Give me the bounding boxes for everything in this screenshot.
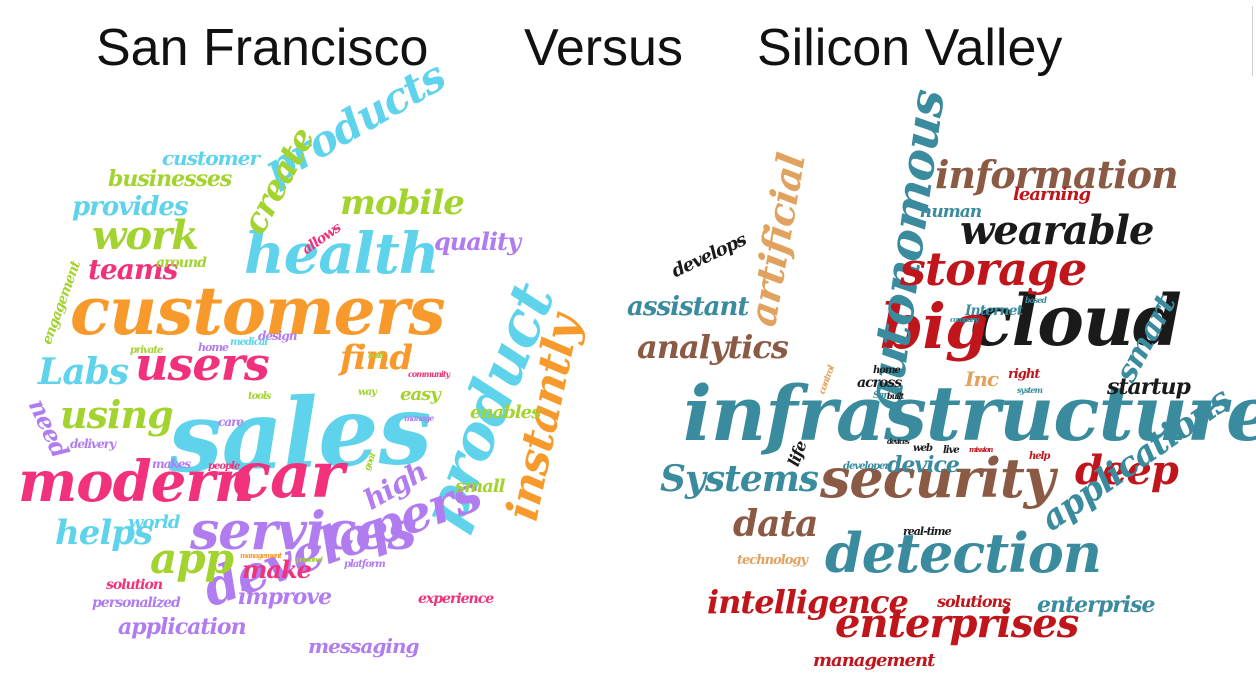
word-cloud: cloud [970,279,1182,362]
word-storage: storage [900,242,1087,296]
word-enterprise: enterprise [1037,592,1155,618]
word-deep: deep [1075,447,1179,494]
word-mission: mission [969,445,993,454]
word-cloud-san-francisco: sales customers car modern product servi… [0,51,620,687]
word-inc: Inc [965,367,999,391]
word-health: health [244,221,439,287]
word-messaging: messaging [308,634,419,658]
title-versus: Versus [524,19,683,77]
word-using: using [60,392,174,437]
word-management: management [813,650,935,671]
word-application: application [118,614,247,640]
word-learning: learning [1013,184,1091,205]
word-users: users [135,337,270,391]
word-san: San [873,391,890,401]
word-car: car [232,438,344,513]
word-delivery: delivery [70,437,116,451]
word-small: small [455,476,506,497]
word-intelligence: intelligence [707,583,909,621]
word-private: private [130,345,163,356]
word-easy: easy [400,384,441,405]
word-people: people [208,461,240,472]
word-quality: quality [434,227,521,256]
word-human: human [920,202,982,222]
word-home: home [198,341,229,354]
word-way: way [358,387,377,398]
word-information: information [935,152,1179,197]
word-app: app [150,534,234,583]
word-assistant: assistant [627,292,749,322]
word-experience: experience [418,591,494,607]
word-real-time: real-time [903,525,952,538]
word-improve: improve [238,584,332,610]
word-services: services [190,501,417,562]
word-devices: devices [887,437,910,446]
word-personalized: personalized [92,595,181,611]
word-mobile: mobile [340,183,465,223]
word-helps: helps [55,513,153,553]
word-personal: personal [296,555,323,564]
word-world: world [128,512,180,533]
word-solutions: solutions [937,592,1011,611]
word-technology: technology [737,553,808,568]
word-care: care [218,415,244,429]
word-manage: manage [404,413,434,423]
word-infrastructure: infrastructure [683,369,1256,458]
word-device: device [887,452,960,478]
word-around: around [156,255,207,271]
word-modern: modern [18,449,255,515]
word-data: data [733,503,818,545]
word-detection: detection [825,521,1102,585]
word-enterprises: enterprises [835,600,1079,647]
title-san-francisco: San Francisco [96,19,429,77]
word-tools: tools [248,391,271,402]
word-company: company [950,315,979,324]
word-enables: enables [470,402,541,423]
word-medical: medical [230,337,268,348]
word-systems: Systems [660,458,819,500]
word-wearable: wearable [960,207,1154,254]
word-makes: makes [152,457,191,471]
word-find: find [340,338,413,378]
word-build: build [368,351,384,360]
word-labs: Labs [38,351,129,393]
word-based: based [1025,295,1047,305]
word-cloud-silicon-valley: infrastructure cloud big security detect… [625,86,1256,687]
word-design: design [258,329,297,343]
word-solution: solution [106,577,163,593]
slide-edge-divider [1252,6,1253,76]
word-customer: customer [162,146,260,170]
word-help: help [1029,451,1050,462]
word-security: security [820,446,1055,510]
word-startup: startup [1107,374,1191,400]
word-teams: teams [88,253,178,286]
word-system: system [1017,385,1043,395]
word-analytics: analytics [637,328,789,366]
word-right: right [1008,367,1040,382]
word-work: work [92,212,199,259]
word-make: make [242,555,312,584]
title-silicon-valley: Silicon Valley [757,19,1063,77]
word-web: web [913,443,933,454]
word-platform: platform [344,559,386,570]
word-across: across [857,375,902,391]
word-management: management [240,551,282,560]
word-artificial: artificial [739,150,814,330]
word-customers: customers [70,272,446,350]
word-provides: provides [72,192,189,222]
word-internet: Internet [965,303,1023,319]
word-big: big [880,290,988,363]
word-community: community [408,369,450,379]
word-businesses: businesses [108,166,232,192]
word-develops: develops [668,229,750,283]
word-live: live [943,445,960,456]
word-home: home [873,365,901,376]
word-built: built [887,391,904,401]
word-developer: developer [843,461,890,472]
